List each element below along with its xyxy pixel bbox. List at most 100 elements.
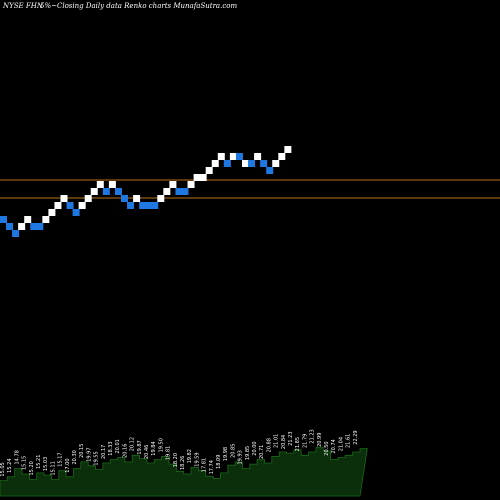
volume-area-shape xyxy=(0,447,368,497)
renko-brick-down xyxy=(145,202,153,209)
renko-brick-up xyxy=(42,216,50,223)
price-label: 20.71 xyxy=(259,445,265,459)
renko-brick-up xyxy=(272,160,280,167)
price-label: 20.85 xyxy=(230,444,236,458)
price-label: 17.00 xyxy=(65,458,71,472)
price-label: 20.12 xyxy=(130,437,136,451)
renko-brick-up xyxy=(169,181,177,188)
price-label: 21.85 xyxy=(295,437,301,451)
renko-brick-up xyxy=(84,195,92,202)
renko-brick-down xyxy=(12,230,20,237)
price-label: 15.24 xyxy=(7,458,13,472)
price-label: 20.88 xyxy=(266,438,272,452)
renko-brick-down xyxy=(139,202,147,209)
price-label: 20.17 xyxy=(101,445,107,459)
renko-brick-up xyxy=(96,181,104,188)
renko-brick-down xyxy=(266,167,274,174)
price-label: 18.20 xyxy=(173,453,179,467)
renko-brick-down xyxy=(248,160,256,167)
price-label: 20.30 xyxy=(72,450,78,464)
renko-brick-down xyxy=(102,188,110,195)
renko-brick-up xyxy=(254,153,262,160)
renko-brick-up xyxy=(24,216,32,223)
renko-brick-up xyxy=(229,153,237,160)
price-label: 20.16 xyxy=(122,444,128,458)
renko-brick-down xyxy=(72,209,80,216)
volume-area xyxy=(0,447,368,497)
price-label: 20.99 xyxy=(317,433,323,447)
renko-brick-down xyxy=(181,188,189,195)
renko-brick-down xyxy=(36,223,44,230)
price-label: 21.61 xyxy=(346,434,352,448)
renko-brick-up xyxy=(242,160,249,167)
renko-brick-up xyxy=(157,195,165,202)
renko-brick-down xyxy=(260,160,268,167)
price-label: 20.50 xyxy=(324,441,330,455)
renko-brick-up xyxy=(90,188,98,195)
renko-brick-up xyxy=(48,209,56,216)
price-label: 21.01 xyxy=(274,434,280,448)
chart-header-percent: 5%~ xyxy=(40,2,57,10)
renko-brick-up xyxy=(133,195,141,202)
renko-brick-down xyxy=(223,160,231,167)
price-label: 17.74 xyxy=(209,460,215,474)
price-label: 15.03 xyxy=(43,457,49,471)
price-label: 15.20 xyxy=(29,461,35,475)
price-label: 18.09 xyxy=(216,455,222,469)
renko-brick-up xyxy=(187,181,195,188)
price-label: 15.17 xyxy=(58,452,64,466)
renko-brick-up xyxy=(284,146,292,153)
price-label: 20.15 xyxy=(79,444,85,458)
price-label: 19.93 xyxy=(238,450,244,464)
price-label: 21.04 xyxy=(338,437,344,451)
price-label: 18.33 xyxy=(108,441,114,455)
price-label: 19.50 xyxy=(158,438,164,452)
price-label: 19.97 xyxy=(86,447,92,461)
price-label: 19.55 xyxy=(94,451,100,465)
renko-brick-down xyxy=(151,202,159,209)
price-label: 15.21 xyxy=(36,455,42,469)
price-label: 17.81 xyxy=(202,458,208,472)
price-label: 21.23 xyxy=(288,431,294,445)
renko-brick-up xyxy=(60,195,68,202)
price-label: 19.85 xyxy=(245,446,251,460)
renko-brick-down xyxy=(0,216,7,223)
price-label: 18.26 xyxy=(180,456,186,470)
renko-brick-up xyxy=(163,188,171,195)
price-label: 19.98 xyxy=(223,447,229,461)
price-label: 15.05 xyxy=(0,462,6,476)
price-label: 15.11 xyxy=(50,461,56,475)
renko-brick-down xyxy=(66,202,74,209)
price-label: 14.78 xyxy=(14,450,20,464)
price-label: 22.29 xyxy=(353,430,359,444)
price-label: 20.00 xyxy=(252,441,258,455)
price-label: 21.23 xyxy=(310,429,316,443)
price-label: 20.01 xyxy=(115,439,121,453)
renko-brick-up xyxy=(54,202,62,209)
price-label: 21.79 xyxy=(302,434,308,448)
renko-brick-down xyxy=(121,195,128,202)
renko-brick-up xyxy=(205,167,213,174)
renko-brick-up xyxy=(211,160,219,167)
reference-lines xyxy=(0,179,500,199)
renko-brick-down xyxy=(6,223,14,230)
chart-header-ticker: NYSE FHN xyxy=(2,2,44,10)
price-label: 19.82 xyxy=(187,449,193,463)
price-label: 20.46 xyxy=(144,445,150,459)
price-label: 20.74 xyxy=(331,439,337,453)
price-label: 19.81 xyxy=(166,446,172,460)
price-label: 20.84 xyxy=(281,435,287,449)
price-label: 19.84 xyxy=(151,441,157,455)
price-label: 19.59 xyxy=(194,452,200,466)
renko-brick-up xyxy=(193,174,201,181)
renko-brick-down xyxy=(30,223,38,230)
renko-brick-up xyxy=(108,181,116,188)
renko-brick-down xyxy=(235,153,243,160)
renko-brick-up xyxy=(278,153,286,160)
renko-brick-up xyxy=(199,174,207,181)
renko-brick-down xyxy=(175,188,183,195)
renko-brick-down xyxy=(127,202,135,209)
renko-brick-up xyxy=(18,223,26,230)
renko-brick-up xyxy=(217,153,225,160)
